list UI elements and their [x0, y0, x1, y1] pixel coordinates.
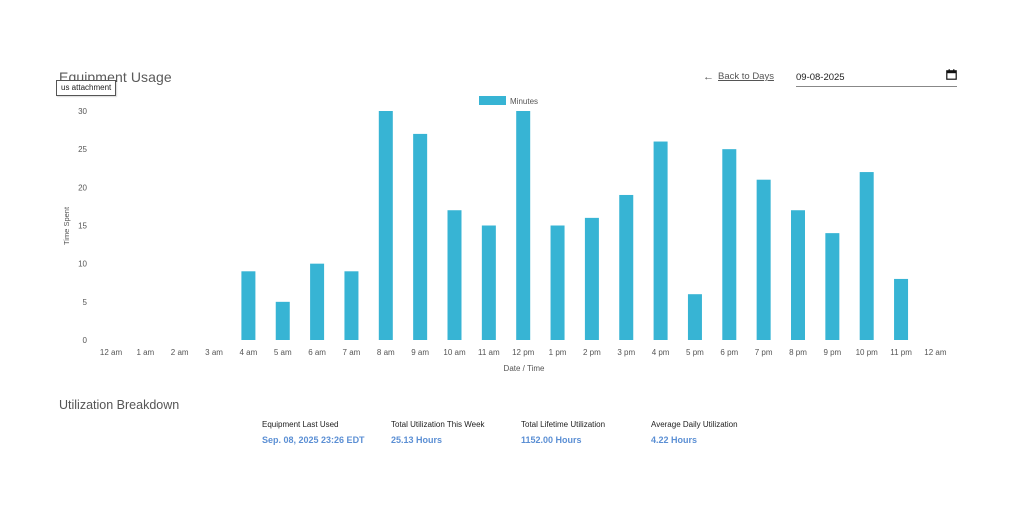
y-tick-label: 25	[78, 145, 87, 154]
bar[interactable]	[516, 111, 531, 340]
stat-total-utilization-week: Total Utilization This Week 25.13 Hours	[391, 420, 511, 446]
bar[interactable]	[584, 217, 599, 340]
bar[interactable]	[653, 141, 668, 340]
bar[interactable]	[378, 111, 393, 340]
arrow-left-icon: ←	[703, 70, 714, 83]
usage-chart: Minutes 0 5 10 15 20 25 30 12 am 1 am 2 am 3 am 4 …	[62, 96, 947, 373]
stat-value: 1152.00 Hours	[521, 435, 582, 445]
stat-label: Total Lifetime Utilization	[521, 420, 606, 429]
y-tick-label: 10	[78, 260, 87, 269]
stat-average-daily-utilization: Average Daily Utilization 4.22 Hours	[651, 420, 771, 446]
x-tick-label: 10 pm	[856, 348, 879, 357]
date-input[interactable]: 09-08-2025	[796, 66, 957, 87]
x-tick-label: 3 am	[205, 348, 223, 357]
x-tick-label: 12 pm	[512, 348, 535, 357]
x-tick-label: 5 am	[274, 348, 292, 357]
utilization-breakdown-title: Utilization Breakdown	[59, 398, 180, 412]
back-to-days-label: Back to Days	[718, 71, 774, 82]
x-tick-label: 2 am	[171, 348, 189, 357]
x-tick-label: 9 am	[411, 348, 429, 357]
chart-legend[interactable]: Minutes	[479, 96, 538, 106]
bar[interactable]	[550, 225, 565, 341]
y-tick-label: 0	[83, 336, 88, 345]
x-tick-label: 4 am	[240, 348, 258, 357]
y-axis-ticks: 0 5 10 15 20 25 30	[78, 107, 87, 345]
bar[interactable]	[859, 172, 874, 340]
bar[interactable]	[894, 278, 909, 340]
stat-total-lifetime-utilization: Total Lifetime Utilization 1152.00 Hours	[521, 420, 641, 446]
bar[interactable]	[344, 271, 359, 340]
bar[interactable]	[413, 133, 428, 340]
x-tick-label: 2 pm	[583, 348, 601, 357]
stat-value: 4.22 Hours	[651, 435, 698, 445]
x-tick-label: 7 pm	[755, 348, 773, 357]
x-tick-label: 8 pm	[789, 348, 807, 357]
x-tick-label: 11 pm	[890, 348, 912, 357]
tooltip: us attachment	[56, 80, 117, 96]
bar[interactable]	[825, 233, 840, 340]
legend-swatch	[479, 96, 506, 105]
x-tick-label: 3 pm	[617, 348, 635, 357]
x-tick-label: 1 pm	[549, 348, 567, 357]
stat-label: Equipment Last Used	[262, 420, 339, 429]
stat-label: Total Utilization This Week	[391, 420, 485, 429]
x-tick-label: 9 pm	[823, 348, 841, 357]
bar-series	[241, 111, 909, 341]
stat-equipment-last-used: Equipment Last Used Sep. 08, 2025 23:26 …	[262, 420, 382, 446]
x-tick-label: 1 am	[136, 348, 154, 357]
x-tick-label: 4 pm	[652, 348, 670, 357]
x-axis-ticks: 12 am 1 am 2 am 3 am 4 am 5 am 6 am 7 am 8 am 9 a…	[100, 348, 947, 357]
bar[interactable]	[791, 210, 805, 340]
legend-label: Minutes	[510, 97, 538, 106]
back-to-days-link[interactable]: ← Back to Days	[703, 71, 774, 82]
y-tick-label: 30	[78, 107, 87, 116]
y-tick-label: 15	[78, 222, 87, 231]
bar[interactable]	[687, 294, 702, 340]
bar[interactable]	[481, 225, 496, 341]
x-tick-label: 12 am	[924, 348, 947, 357]
bar[interactable]	[619, 194, 634, 340]
bar[interactable]	[275, 301, 290, 340]
bar[interactable]	[310, 263, 325, 340]
x-tick-label: 7 am	[343, 348, 361, 357]
x-tick-label: 6 am	[308, 348, 326, 357]
bar[interactable]	[722, 149, 737, 340]
stat-value: Sep. 08, 2025 23:26 EDT	[262, 435, 365, 445]
calendar-icon[interactable]	[946, 69, 957, 80]
bar[interactable]	[241, 271, 256, 340]
y-axis-title: Time Spent	[62, 206, 71, 245]
x-tick-label: 8 am	[377, 348, 395, 357]
y-tick-label: 20	[78, 183, 87, 192]
x-tick-label: 11 am	[478, 348, 500, 357]
x-tick-label: 6 pm	[720, 348, 738, 357]
stat-label: Average Daily Utilization	[651, 420, 738, 429]
x-axis-title: Date / Time	[504, 364, 545, 373]
date-input-value: 09-08-2025	[796, 72, 845, 83]
y-tick-label: 5	[83, 298, 88, 307]
stat-value: 25.13 Hours	[391, 435, 443, 445]
x-tick-label: 5 pm	[686, 348, 704, 357]
bar[interactable]	[447, 210, 462, 340]
x-tick-label: 10 am	[443, 348, 466, 357]
x-tick-label: 12 am	[100, 348, 123, 357]
bar[interactable]	[756, 179, 771, 340]
